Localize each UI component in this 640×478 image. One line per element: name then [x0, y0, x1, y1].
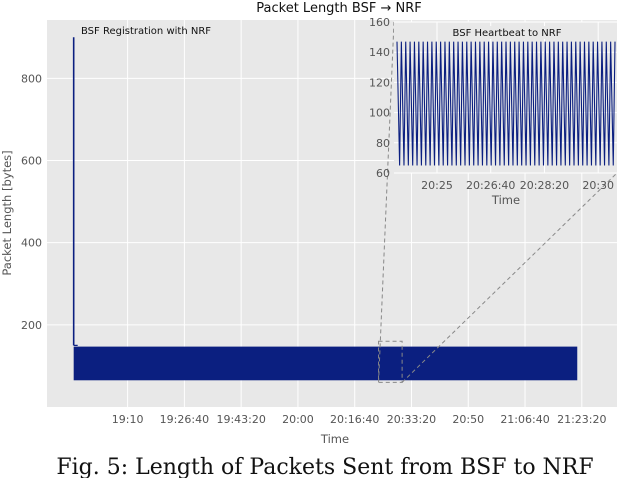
- x-axis-label: Time: [320, 432, 349, 446]
- main-x-tick-label: 19:26:40: [160, 413, 209, 426]
- main-x-tick-label: 20:33:20: [387, 413, 436, 426]
- inset-y-tick-label: 120: [369, 76, 390, 89]
- heartbeat-annotation: BSF Heartbeat to NRF: [453, 28, 562, 39]
- heartbeat-band: [73, 346, 578, 381]
- zoom-box: [378, 340, 403, 383]
- y-axis-label: Packet Length [bytes]: [0, 150, 14, 275]
- main-x-tick-label: 21:23:20: [557, 413, 606, 426]
- inset-x-tick-label: 20:28:20: [520, 179, 569, 192]
- main-x-tick-label: 19:43:20: [216, 413, 265, 426]
- main-y-ticks: 200 400 600 800: [21, 72, 42, 331]
- inset-x-ticks: 20:25 20:26:40 20:28:20 20:30: [421, 179, 614, 192]
- registration-annotation: BSF Registration with NRF: [81, 26, 211, 37]
- main-x-tick-label: 19:10: [112, 413, 144, 426]
- heartbeat-trace: [396, 41, 616, 166]
- inset-y-tick-label: 140: [369, 46, 390, 59]
- zoom-indicator: [378, 21, 618, 383]
- inset-y-tick-label: 160: [369, 16, 390, 29]
- chart-title: Packet Length BSF → NRF: [256, 1, 421, 16]
- main-y-tick-label: 400: [21, 237, 42, 250]
- inset-x-tick-label: 20:30: [582, 179, 614, 192]
- main-x-tick-label: 20:00: [282, 413, 314, 426]
- inset-x-tick-label: 20:26:40: [466, 179, 515, 192]
- inset-data: [396, 41, 616, 166]
- inset-y-tick-label: 60: [376, 167, 390, 180]
- main-x-tick-label: 20:50: [452, 413, 484, 426]
- inset-y-tick-label: 100: [369, 107, 390, 120]
- main-x-ticks: 19:10 19:26:40 19:43:20 20:00 20:16:40 20:33:…: [112, 413, 607, 426]
- figure-caption: Fig. 5: Length of Packets Sent from BSF …: [56, 455, 593, 478]
- heartbeat-annotation-background: [444, 26, 570, 39]
- inset-y-ticks: 60 80 100 120 140 160: [369, 16, 390, 180]
- main-data: [72, 37, 578, 381]
- inset-x-axis-label: Time: [491, 193, 520, 207]
- main-y-tick-label: 200: [21, 319, 42, 332]
- main-y-tick-label: 800: [21, 72, 42, 85]
- inset-x-tick-label: 20:25: [421, 179, 453, 192]
- main-x-tick-label: 21:06:40: [500, 413, 549, 426]
- zoom-connector-right: [401, 172, 618, 383]
- inset-y-tick-label: 80: [376, 137, 390, 150]
- main-x-tick-label: 20:16:40: [330, 413, 379, 426]
- main-y-tick-label: 600: [21, 155, 42, 168]
